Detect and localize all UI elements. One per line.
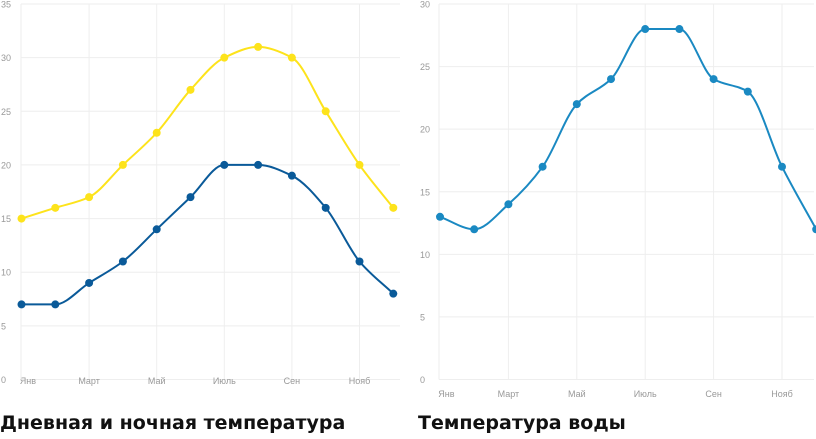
left-chart-y-tick-label: 25	[1, 107, 11, 117]
left-chart-y-tick-label: 10	[1, 268, 11, 278]
left-chart-x-tick-label: Июль	[213, 376, 236, 386]
right-chart-series-0-point	[538, 162, 547, 171]
left-chart-series-0-point	[17, 214, 26, 223]
left-chart-series-0-point	[287, 53, 296, 62]
right-chart-y-tick-label: 20	[420, 125, 430, 135]
right-chart-series-0-point	[778, 162, 786, 171]
left-chart-series-1-point	[186, 193, 195, 202]
right-chart-y-tick-label: 25	[420, 62, 430, 72]
water-temperature-title: Температура воды	[418, 412, 626, 434]
left-chart-x-tick-label: Май	[148, 376, 166, 386]
right-chart-x-tick-label: Июль	[634, 389, 657, 399]
right-chart-series-0-point	[743, 87, 752, 96]
left-chart-series-1-point	[51, 300, 60, 309]
left-chart-y-tick-label: 30	[1, 53, 11, 63]
right-chart-y-tick-label: 0	[420, 375, 425, 385]
left-chart-x-tick-label: Сен	[284, 376, 301, 386]
water-temperature-chart: 0 5 10 15 20 25 30 Янв Март Май Июль Сен Нояб	[420, 0, 816, 399]
left-chart-series-1-point	[152, 225, 161, 234]
left-chart-series-0-point	[355, 160, 364, 169]
left-chart-y-tick-label: 15	[1, 214, 11, 224]
left-chart-x-tick-label: Янв	[20, 376, 36, 386]
left-chart-series-0-point	[220, 53, 229, 62]
left-chart-series-0-point	[51, 203, 60, 212]
left-chart-series-0-point	[152, 128, 161, 137]
left-chart-series-1-point	[118, 257, 127, 266]
right-chart-y-tick-label: 10	[420, 250, 430, 260]
right-chart-series-0-point	[607, 75, 615, 84]
day-night-temperature-title: Дневная и ночная температура	[0, 412, 346, 434]
left-chart-series-0-point	[118, 160, 127, 169]
right-chart-x-tick-label: Сен	[705, 389, 722, 399]
left-chart-series-0-point	[254, 42, 263, 51]
right-chart-series-0-point	[709, 75, 718, 84]
left-chart-series-0-point	[321, 107, 330, 116]
right-chart-series-0-point	[641, 25, 650, 34]
left-chart-series-1-point	[17, 300, 26, 309]
right-chart-x-tick-label: Янв	[438, 389, 454, 399]
left-chart-series-1-point	[355, 257, 364, 266]
left-chart-y-tick-label: 35	[1, 0, 11, 10]
right-chart-series-0-point	[572, 100, 581, 109]
day-night-temperature-chart: 0 5 10 15 20 25 30 35 Янв Март Май Июль Сен Нояб	[1, 0, 400, 386]
left-chart-series-1-point	[254, 160, 263, 169]
right-chart-x-tick-label: Нояб	[771, 389, 793, 399]
right-chart-x-tick-label: Март	[498, 389, 520, 399]
right-chart-y-tick-label: 5	[420, 312, 425, 322]
left-chart-series-0-point	[85, 193, 94, 202]
left-chart-y-tick-label: 0	[1, 375, 6, 385]
left-chart-series-1-point	[389, 289, 398, 298]
right-chart-series-0-point	[436, 212, 444, 221]
right-chart-series-0-point	[504, 200, 513, 209]
left-chart-series-1-point	[220, 160, 229, 169]
right-chart-series-0-point	[470, 225, 479, 234]
right-chart-series-0-point	[675, 25, 684, 34]
left-chart-x-tick-label: Март	[78, 376, 100, 386]
left-chart-y-tick-label: 5	[1, 321, 6, 331]
left-chart-series-1-point	[85, 278, 94, 287]
left-chart-series-1-point	[321, 203, 330, 212]
right-chart-y-tick-label: 15	[420, 187, 430, 197]
right-chart-x-tick-label: Май	[568, 389, 586, 399]
left-chart-x-tick-label: Нояб	[349, 376, 371, 386]
left-chart-series-0-point	[389, 203, 398, 212]
right-chart-series-0-point	[812, 225, 816, 234]
left-chart-y-tick-label: 20	[1, 160, 11, 170]
left-chart-series-1-point	[287, 171, 296, 180]
left-chart-series-0-point	[186, 85, 195, 94]
right-chart-y-tick-label: 30	[420, 0, 430, 10]
